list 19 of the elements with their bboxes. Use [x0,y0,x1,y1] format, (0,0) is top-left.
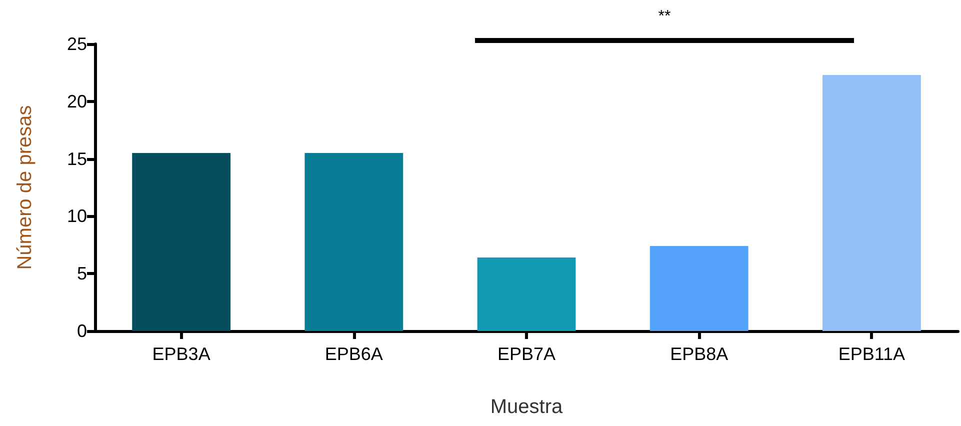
y-tick-label: 10 [66,206,87,226]
y-tick-label: 0 [76,321,87,341]
y-tick-label: 15 [66,148,87,169]
x-tick-label: EPB3A [152,344,210,364]
text: ** [658,8,671,26]
x-tick-label: EPB11A [838,344,906,364]
y-tick-label: 5 [76,264,87,284]
y-tick-label: 25 [66,34,87,54]
y-axis-title: Número de presas [14,105,36,270]
x-tick-label: EPB6A [324,344,383,364]
bar [650,246,748,331]
y-tick-label: 20 [66,91,87,112]
bar [132,153,230,331]
bar [477,258,576,331]
bar [304,153,404,331]
x-tick-label: EPB7A [497,344,556,364]
x-axis-title: Muestra [490,396,564,418]
bar [822,74,921,331]
x-tick-label: EPB8A [670,344,728,364]
